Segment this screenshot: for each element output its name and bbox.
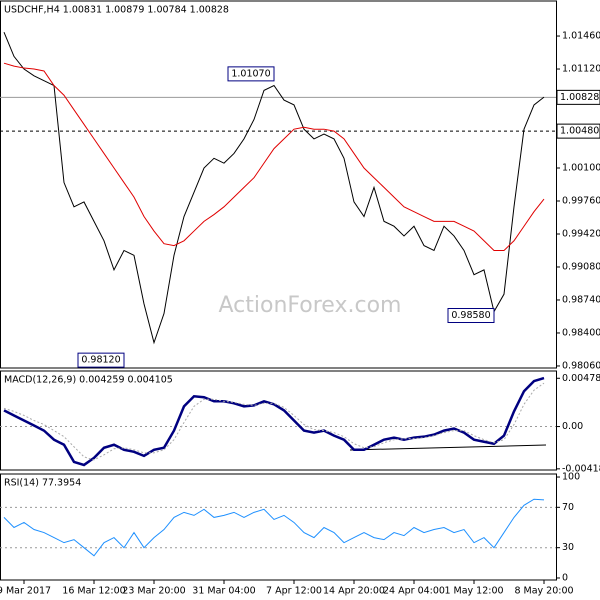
annotation-box <box>227 66 275 82</box>
price-line <box>3 31 545 345</box>
panel-frame <box>0 370 557 471</box>
x-tick-label: 16 Mar 12:00 <box>62 586 125 597</box>
indicator-line <box>3 498 545 557</box>
panel-title: USDCHF,H4 1.00831 1.00879 1.00784 1.0082… <box>4 5 229 16</box>
panel-title: MACD(12,26,9) 0.004259 0.004105 <box>4 375 173 386</box>
y-tick-label: 0.99420 <box>562 228 600 239</box>
y-tick-label: 0.00478 <box>562 373 600 384</box>
y-tick-label: -0.004185 <box>562 463 600 474</box>
annotation: 1.01070 <box>231 68 270 79</box>
annotation-box <box>447 308 495 324</box>
x-tick-label: 23 Mar 20:00 <box>122 586 185 597</box>
annotation-box <box>77 352 125 368</box>
x-tick-label: 8 May 20:00 <box>514 586 573 597</box>
x-tick-label: 31 Mar 04:00 <box>192 586 255 597</box>
annotation: 0.98580 <box>451 310 490 321</box>
x-tick-label: 7 Apr 12:00 <box>266 586 322 597</box>
price-label: 1.00480 <box>560 126 599 137</box>
x-tick-label: 14 Apr 20:00 <box>323 586 385 597</box>
price-label-box <box>556 123 600 139</box>
indicator-line <box>3 62 545 251</box>
indicator-line <box>3 382 545 461</box>
y-tick-label: 0.99760 <box>562 195 600 206</box>
y-tick-label: 70 <box>562 502 574 513</box>
y-tick-label: 1.00100 <box>562 163 600 174</box>
y-tick-label: 1.01460 <box>562 31 600 42</box>
panel-title: RSI(14) 77.3954 <box>4 478 81 489</box>
y-tick-label: 0 <box>562 572 568 583</box>
y-tick-label: 0.99080 <box>562 261 600 272</box>
panel-frame <box>0 473 557 581</box>
y-tick-label: 0.00 <box>562 421 583 432</box>
watermark: ActionForex.com <box>219 293 402 318</box>
trend-line <box>349 444 547 451</box>
price-label-box <box>556 89 600 105</box>
y-tick-label: 100 <box>562 472 580 483</box>
x-tick-label: 1 May 12:00 <box>444 586 503 597</box>
y-tick-label: 30 <box>562 542 574 553</box>
price-label: 1.00828 <box>560 92 599 103</box>
y-tick-label: 0.98740 <box>562 294 600 305</box>
x-tick-label: 24 Apr 04:00 <box>383 586 445 597</box>
y-tick-label: 0.98060 <box>562 360 600 371</box>
y-tick-label: 1.01120 <box>562 64 600 75</box>
annotation: 0.98120 <box>81 355 120 366</box>
y-tick-label: 0.98400 <box>562 327 600 338</box>
x-tick-label: 9 Mar 2017 <box>0 586 51 597</box>
panel-frame <box>0 0 557 369</box>
indicator-line <box>3 376 545 467</box>
